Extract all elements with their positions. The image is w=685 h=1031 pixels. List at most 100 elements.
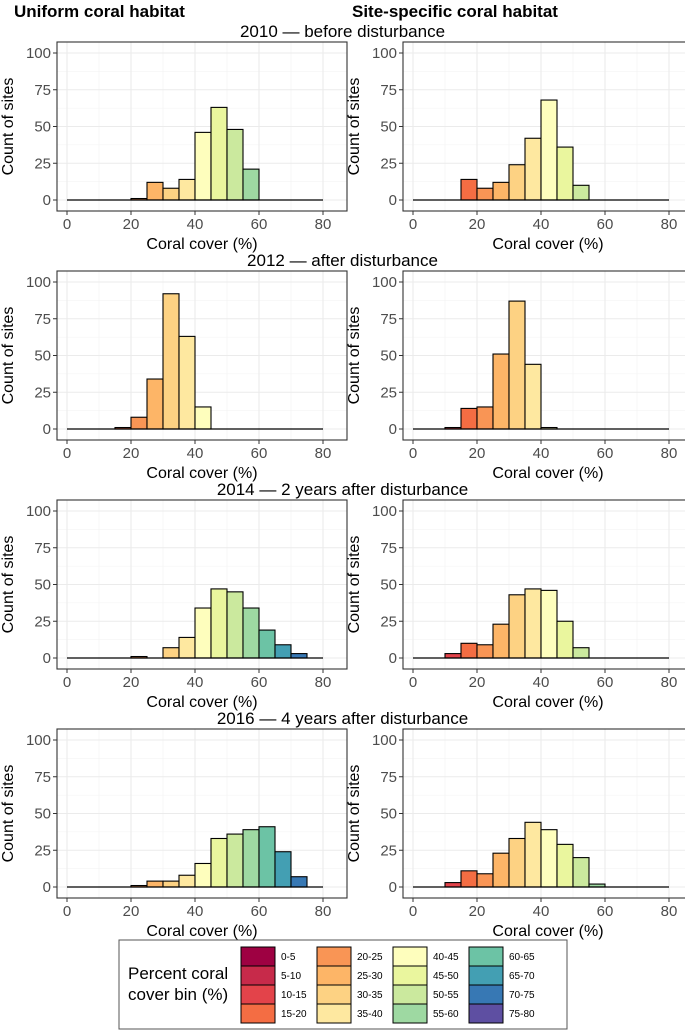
y-tick-label: 25 bbox=[34, 384, 51, 401]
bar-30-35 bbox=[162, 187, 180, 201]
bar-50-55 bbox=[572, 184, 590, 201]
legend-label-20-25: 20-25 bbox=[357, 952, 383, 963]
y-tick-label: 50 bbox=[34, 119, 51, 136]
bar-45-50 bbox=[210, 837, 228, 888]
y-tick-label: 75 bbox=[34, 311, 51, 328]
y-axis-label: Count of sites bbox=[0, 307, 17, 405]
x-tick-label: 60 bbox=[597, 445, 614, 462]
bar-55-60 bbox=[242, 168, 260, 201]
bar-45-50 bbox=[210, 106, 228, 201]
y-tick-label: 0 bbox=[43, 650, 51, 667]
bar-20-25 bbox=[130, 416, 148, 430]
y-tick-label: 100 bbox=[26, 503, 51, 520]
legend-swatch-50-55 bbox=[392, 984, 428, 1005]
legend-label-5-10: 5-10 bbox=[281, 971, 301, 982]
bar-40-45 bbox=[194, 406, 212, 430]
legend-swatch-5-10 bbox=[240, 965, 276, 986]
bar-45-50 bbox=[210, 588, 228, 659]
bar-15-20 bbox=[460, 178, 478, 201]
x-tick-label: 20 bbox=[123, 216, 140, 233]
panel-2016-site-specific: 0 20 40 60 80 0 25 50 75 100 Coral cover (%) Count … bbox=[346, 728, 685, 940]
bar-35-40 bbox=[524, 588, 542, 659]
legend-swatch-45-50 bbox=[392, 965, 428, 986]
legend-label-25-30: 25-30 bbox=[357, 971, 383, 982]
legend-label-0-5: 0-5 bbox=[281, 952, 296, 963]
y-tick-label: 100 bbox=[26, 732, 51, 749]
x-axis-label: Coral cover (%) bbox=[492, 236, 603, 253]
bar-40-45 bbox=[540, 829, 558, 888]
panel-2012-uniform: 0 20 40 60 80 0 25 50 75 100 Coral cover (%) Count … bbox=[0, 270, 348, 482]
x-tick-label: 20 bbox=[469, 216, 486, 233]
x-axis-label: Coral cover (%) bbox=[146, 236, 257, 253]
x-axis-label: Coral cover (%) bbox=[492, 694, 603, 711]
legend-label-30-35: 30-35 bbox=[357, 990, 383, 1001]
y-axis-label: Count of sites bbox=[346, 78, 363, 176]
y-tick-label: 50 bbox=[34, 577, 51, 594]
y-tick-label: 100 bbox=[26, 45, 51, 62]
y-tick-label: 75 bbox=[380, 540, 397, 557]
y-tick-label: 50 bbox=[380, 348, 397, 365]
row-title: 2016 — 4 years after disturbance bbox=[217, 709, 468, 728]
bar-25-30 bbox=[146, 880, 164, 888]
x-tick-label: 0 bbox=[409, 674, 417, 691]
y-tick-label: 75 bbox=[380, 769, 397, 786]
y-tick-label: 25 bbox=[34, 613, 51, 630]
bar-15-20 bbox=[460, 407, 478, 430]
bar-55-60 bbox=[242, 829, 260, 888]
bar-35-40 bbox=[524, 363, 542, 430]
bar-45-50 bbox=[556, 620, 574, 659]
legend-label-40-45: 40-45 bbox=[433, 952, 459, 963]
panel-2014-site-specific: 0 20 40 60 80 0 25 50 75 100 Coral cover (%) Count … bbox=[346, 499, 685, 711]
x-tick-label: 0 bbox=[63, 445, 71, 462]
bar-45-50 bbox=[556, 146, 574, 201]
y-axis-label: Count of sites bbox=[0, 78, 17, 176]
y-tick-label: 0 bbox=[43, 421, 51, 438]
x-tick-label: 0 bbox=[409, 903, 417, 920]
x-tick-label: 80 bbox=[661, 445, 678, 462]
y-tick-label: 100 bbox=[26, 274, 51, 291]
bar-60-65 bbox=[258, 826, 276, 888]
y-tick-label: 50 bbox=[34, 806, 51, 823]
bar-50-55 bbox=[226, 128, 244, 201]
x-tick-label: 20 bbox=[123, 674, 140, 691]
x-tick-label: 20 bbox=[469, 903, 486, 920]
legend-swatch-75-80 bbox=[468, 1003, 504, 1024]
bar-25-30 bbox=[492, 353, 510, 430]
y-axis-label: Count of sites bbox=[346, 536, 363, 634]
legend-swatch-55-60 bbox=[392, 1003, 428, 1024]
panel-2014-uniform: 0 20 40 60 80 0 25 50 75 100 Coral cover (%) Count … bbox=[0, 499, 348, 711]
y-tick-label: 25 bbox=[380, 155, 397, 172]
x-tick-label: 60 bbox=[251, 903, 268, 920]
x-tick-label: 40 bbox=[533, 445, 550, 462]
bar-20-25 bbox=[476, 644, 494, 659]
bar-35-40 bbox=[178, 636, 196, 659]
bar-25-30 bbox=[492, 852, 510, 888]
legend-label-45-50: 45-50 bbox=[433, 971, 459, 982]
y-tick-label: 50 bbox=[380, 577, 397, 594]
bar-50-55 bbox=[572, 857, 590, 888]
bar-40-45 bbox=[194, 607, 212, 659]
bar-30-35 bbox=[508, 837, 526, 888]
legend-label-55-60: 55-60 bbox=[433, 1009, 459, 1020]
y-axis-label: Count of sites bbox=[0, 765, 17, 863]
legend-swatch-35-40 bbox=[316, 1003, 352, 1024]
bar-35-40 bbox=[178, 178, 196, 201]
x-tick-label: 0 bbox=[63, 216, 71, 233]
x-tick-label: 80 bbox=[315, 445, 332, 462]
legend-label-70-75: 70-75 bbox=[509, 990, 535, 1001]
x-tick-label: 0 bbox=[409, 216, 417, 233]
y-axis-label: Count of sites bbox=[0, 536, 17, 634]
column-title-uniform: Uniform coral habitat bbox=[14, 2, 185, 21]
legend-label-35-40: 35-40 bbox=[357, 1009, 383, 1020]
y-tick-label: 0 bbox=[389, 192, 397, 209]
x-tick-label: 0 bbox=[409, 445, 417, 462]
x-tick-label: 60 bbox=[251, 674, 268, 691]
legend-label-75-80: 75-80 bbox=[509, 1009, 535, 1020]
x-tick-label: 80 bbox=[315, 903, 332, 920]
y-axis-label: Count of sites bbox=[346, 307, 363, 405]
legend-title-line1: Percent coral bbox=[128, 964, 228, 983]
x-tick-label: 20 bbox=[469, 445, 486, 462]
x-tick-label: 80 bbox=[661, 674, 678, 691]
legend-swatch-15-20 bbox=[240, 1003, 276, 1024]
bar-30-35 bbox=[508, 300, 526, 430]
